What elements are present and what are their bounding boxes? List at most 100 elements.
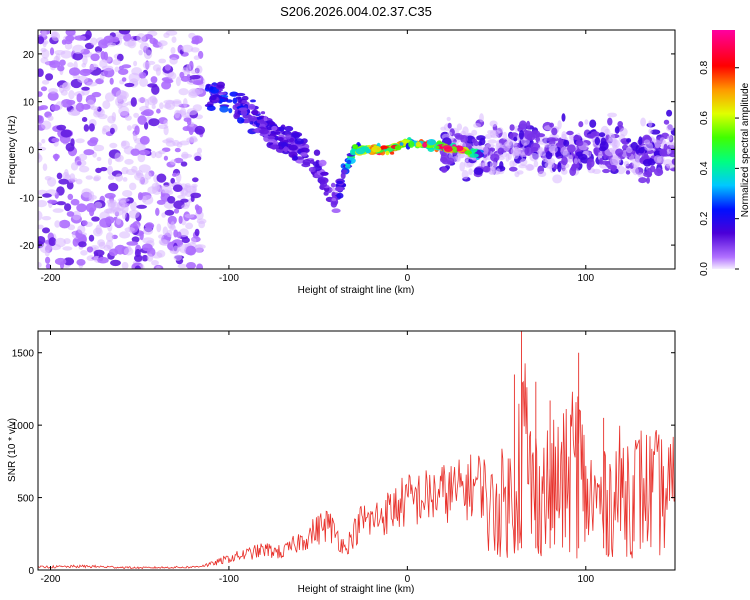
heatmap-cell	[65, 30, 76, 37]
heatmap-cell	[471, 138, 478, 144]
heatmap-cell	[41, 79, 50, 85]
y-tick-label: 1000	[12, 421, 35, 432]
heatmap-cell	[42, 193, 52, 198]
heatmap-cell	[104, 92, 115, 102]
heatmap-cell	[191, 88, 204, 95]
snr-panel: -200 -100 0 100 0 500 1000 1500 Height of stra…	[7, 330, 676, 595]
heatmap-cell	[66, 181, 74, 190]
heatmap-cell	[143, 49, 153, 60]
heatmap-cell	[549, 145, 558, 154]
heatmap-cell	[557, 120, 562, 130]
heatmap-cell	[70, 198, 80, 206]
heatmap-cell	[109, 77, 114, 85]
heatmap-cell	[638, 136, 643, 146]
heatmap-cell	[68, 109, 81, 116]
heatmap-cell	[573, 135, 582, 141]
heatmap-cell	[490, 133, 500, 139]
heatmap-cell	[119, 231, 131, 239]
y-tick-label: -10	[20, 193, 35, 204]
heatmap-cell	[267, 135, 276, 140]
heatmap-cell	[65, 142, 75, 152]
heatmap-cell	[503, 141, 511, 152]
heatmap-cell	[241, 99, 248, 104]
heatmap-cell	[76, 93, 83, 103]
heatmap-cell	[105, 232, 114, 242]
heatmap-cell	[292, 155, 299, 161]
heatmap-cell	[308, 166, 316, 173]
heatmap-cell	[459, 161, 466, 172]
heatmap-cell	[189, 75, 201, 80]
heatmap-cell	[567, 144, 576, 153]
heatmap-cell	[331, 197, 337, 202]
heatmap-cell	[613, 138, 618, 147]
heatmap-cell	[38, 224, 44, 230]
heatmap-cell	[81, 86, 90, 91]
x-tick-label: 100	[577, 273, 594, 284]
heatmap-cell	[232, 97, 238, 104]
heatmap-cell	[282, 150, 290, 155]
heatmap-cell	[312, 161, 321, 167]
heatmap-cell	[666, 124, 674, 132]
heatmap-cell	[666, 135, 673, 141]
heatmap-cell	[170, 47, 176, 55]
heatmap-cell	[619, 127, 628, 137]
heatmap-cell	[167, 196, 176, 204]
heatmap-cell	[331, 208, 341, 213]
heatmap-cell	[485, 143, 495, 148]
heatmap-cell	[72, 210, 81, 221]
heatmap-cell	[188, 127, 194, 135]
heatmap-cell	[180, 198, 189, 203]
heatmap-cell	[141, 243, 153, 252]
heatmap-cell	[38, 142, 42, 147]
heatmap-cell	[385, 150, 390, 156]
heatmap-cell	[156, 173, 167, 183]
heatmap-cell	[269, 144, 280, 150]
heatmap-cell	[654, 168, 664, 177]
heatmap-cell	[69, 67, 81, 76]
heatmap-cell	[47, 199, 58, 204]
x-tick-label: 0	[405, 574, 411, 585]
heatmap-cell	[49, 60, 61, 68]
heatmap-cell	[646, 177, 650, 184]
heatmap-cell	[561, 131, 567, 140]
heatmap-cell	[247, 103, 256, 110]
snr-y-axis-label: SNR (10 * v/v)	[7, 418, 18, 482]
snr-x-axis-label: Height of straight line (km)	[298, 584, 415, 595]
heatmap-cell	[180, 161, 188, 167]
heatmap-cell	[144, 171, 152, 180]
heatmap-cell	[659, 148, 668, 157]
heatmap-cell	[266, 126, 273, 131]
heatmap-cell	[165, 140, 176, 147]
heatmap-cell	[181, 153, 193, 158]
heatmap-cell	[86, 246, 94, 253]
heatmap-cell	[526, 120, 531, 130]
heatmap-cell	[141, 254, 149, 262]
heatmap-cell	[650, 165, 656, 173]
heatmap-cell	[83, 124, 90, 132]
heatmap-cell	[122, 177, 128, 182]
heatmap-cell	[558, 137, 563, 146]
colorbar-tick-label: 0.6	[699, 111, 710, 125]
heatmap-cell	[74, 35, 87, 41]
heatmap-cell	[163, 155, 168, 161]
heatmap-cell	[593, 147, 601, 154]
heatmap-cell	[164, 79, 174, 84]
heatmap-cell	[607, 117, 613, 126]
heatmap-cell	[77, 161, 82, 166]
heatmap-cell	[196, 263, 203, 269]
heatmap-cell	[118, 106, 130, 116]
snr-y-ticks: 0 500 1000 1500	[12, 349, 675, 577]
heatmap-cell	[85, 202, 97, 213]
heatmap-cell	[121, 203, 129, 214]
heatmap-cell	[346, 159, 352, 165]
heatmap-cell	[41, 30, 47, 38]
heatmap-cell	[156, 108, 161, 114]
heatmap-cell	[133, 112, 140, 118]
heatmap-cell	[77, 75, 89, 84]
heatmap-cell	[341, 169, 348, 174]
heatmap-cell	[136, 204, 148, 209]
heatmap-cell	[295, 158, 305, 164]
heatmap-cell	[54, 220, 61, 228]
heatmap-cell	[408, 140, 415, 148]
heatmap-cell	[194, 204, 200, 211]
